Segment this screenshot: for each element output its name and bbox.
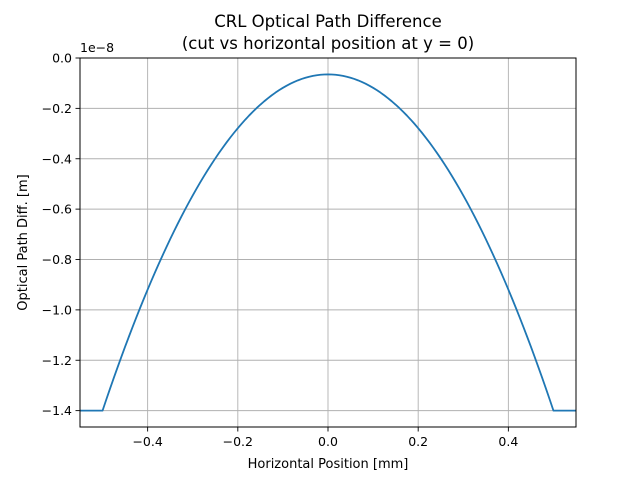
y-tick-label: −0.6 bbox=[42, 202, 72, 217]
ticks: −0.4 −0.2 0.0 0.2 0.4 0.0 −0.2 −0.4 −0.6 −0.8 −1.0… bbox=[42, 51, 519, 450]
y-tick-label: 0.0 bbox=[52, 51, 72, 66]
y-tick-label: −1.0 bbox=[42, 302, 72, 317]
y-tick-label: −1.4 bbox=[42, 403, 72, 418]
y-axis-label: Optical Path Diff. [m] bbox=[16, 174, 31, 310]
series-line bbox=[80, 73, 576, 412]
chart-title: CRL Optical Path Difference bbox=[214, 12, 442, 31]
x-tick-label: 0.4 bbox=[498, 434, 518, 449]
y-tick-label: −1.2 bbox=[42, 353, 72, 368]
y-tick-label: −0.2 bbox=[42, 101, 72, 116]
x-tick-label: −0.2 bbox=[223, 434, 253, 449]
y-tick-label: −0.4 bbox=[42, 151, 72, 166]
y-offset-label: 1e−8 bbox=[80, 40, 114, 55]
chart-subtitle: (cut vs horizontal position at y = 0) bbox=[182, 34, 474, 53]
x-tick-label: 0.2 bbox=[408, 434, 428, 449]
y-tick-label: −0.8 bbox=[42, 252, 72, 267]
series-layer bbox=[80, 73, 576, 412]
x-axis-label: Horizontal Position [mm] bbox=[248, 457, 409, 472]
x-tick-label: 0.0 bbox=[318, 434, 338, 449]
x-tick-label: −0.4 bbox=[132, 434, 162, 449]
